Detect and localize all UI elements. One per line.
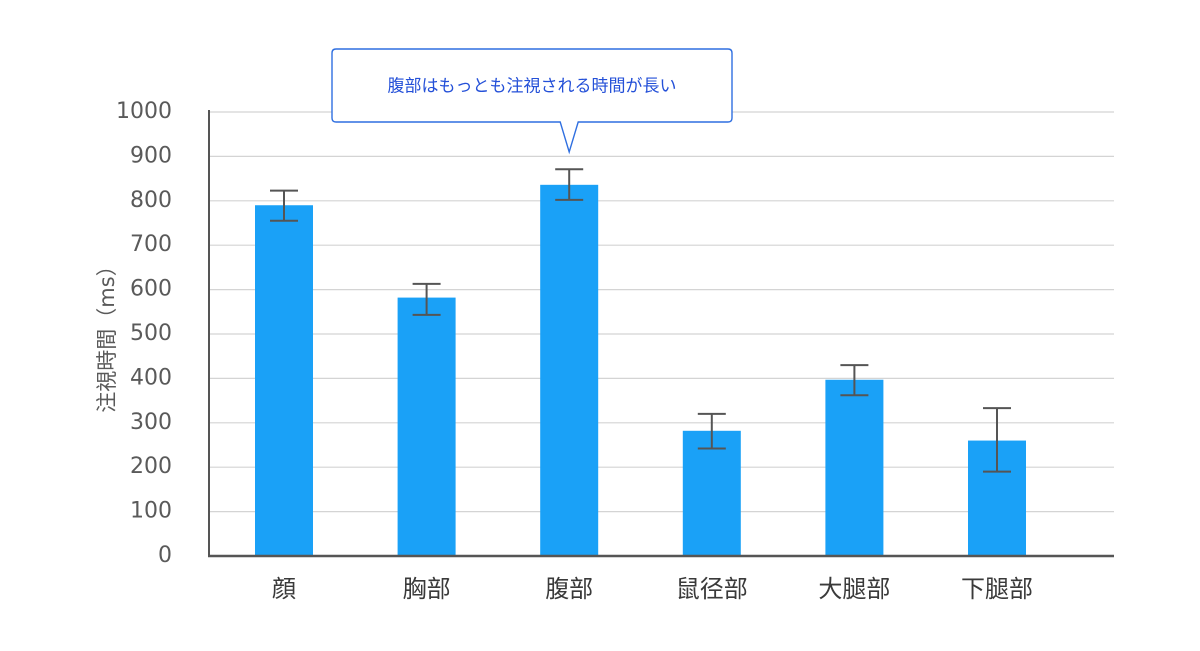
y-tick-label: 800 [130, 188, 172, 213]
bar [255, 205, 313, 557]
bar [682, 430, 741, 556]
x-category-label: 大腿部 [818, 575, 890, 603]
bar [825, 379, 884, 556]
x-category-labels: 顔 胸部 腹部 鼠径部 大腿部 下腿部 [272, 575, 1033, 603]
y-tick-label: 0 [158, 543, 172, 568]
gridlines [209, 111, 1114, 513]
y-tick-label: 900 [130, 143, 172, 168]
error-bar [697, 412, 726, 450]
x-category-label: 顔 [272, 575, 296, 603]
axes [208, 110, 1114, 558]
callout-text: 腹部はもっとも注視される時間が長い [388, 77, 677, 97]
y-tick-label: 400 [130, 365, 172, 390]
callout-bubble [331, 48, 733, 155]
y-tick-label: 700 [130, 232, 172, 257]
error-bar [270, 189, 298, 222]
y-tick-label: 600 [130, 277, 172, 302]
y-tick-label: 1000 [116, 99, 172, 124]
y-tick-labels: 0 100 200 300 400 500 600 700 800 900 1000 [116, 99, 172, 568]
y-tick-label: 100 [130, 499, 172, 524]
y-tick-label: 500 [130, 321, 172, 346]
x-category-label: 下腿部 [961, 575, 1033, 603]
bar [397, 297, 456, 556]
annotation-callout: 腹部はもっとも注視される時間が長い [331, 48, 733, 155]
bars [255, 184, 1026, 557]
error-bar [555, 168, 584, 201]
x-category-label: 腹部 [545, 575, 593, 603]
y-axis-label: 注視時間（ms） [95, 255, 119, 412]
x-category-label: 鼠径部 [676, 575, 748, 603]
x-category-label: 胸部 [403, 575, 451, 603]
error-bar [983, 407, 1011, 473]
error-bars [270, 168, 1011, 473]
y-tick-label: 200 [130, 454, 172, 479]
y-tick-label: 300 [130, 410, 172, 435]
error-bar [840, 364, 869, 397]
bar [540, 184, 599, 557]
error-bar [412, 282, 441, 316]
